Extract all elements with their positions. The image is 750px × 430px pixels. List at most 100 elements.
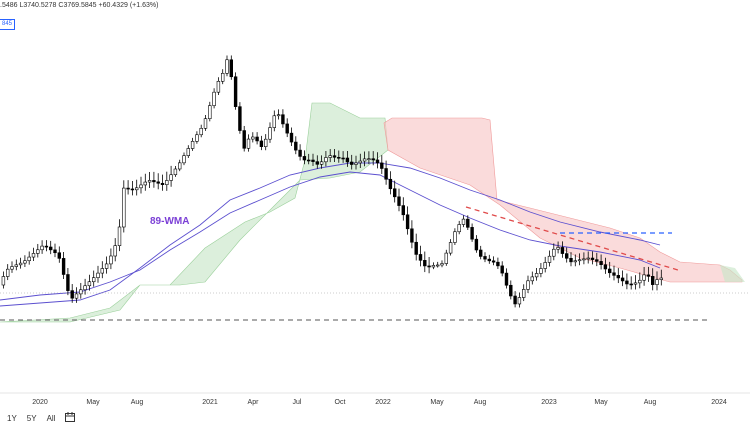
- candle-body: [534, 273, 539, 278]
- candle-body: [298, 149, 302, 157]
- x-tick-label: 2024: [711, 399, 727, 406]
- candle-body: [285, 123, 289, 134]
- candle-body: [586, 257, 590, 260]
- candle-body: [470, 227, 474, 240]
- candle-body: [332, 155, 337, 158]
- x-axis: 2020 May Aug 2021 Apr Jul Oct 2022 May Aug 2023 May…: [0, 392, 750, 406]
- candle-body: [40, 245, 44, 251]
- candle-body: [655, 279, 659, 285]
- candle-body: [160, 182, 165, 185]
- candle-body: [117, 226, 122, 246]
- candle-body: [504, 272, 509, 286]
- candle-body: [569, 257, 573, 263]
- candle-body: [491, 260, 496, 263]
- candle-body: [216, 80, 221, 93]
- candle-body: [113, 245, 117, 257]
- candle-body: [564, 253, 569, 259]
- x-tick-label: 2023: [541, 399, 557, 406]
- x-tick-label: Oct: [335, 399, 346, 406]
- x-tick-label: May: [594, 399, 608, 406]
- candle-body: [122, 187, 126, 228]
- candle-body: [263, 138, 268, 147]
- x-tick-label: Aug: [474, 399, 487, 406]
- candle-body: [156, 181, 160, 184]
- candle-body: [324, 157, 328, 163]
- candle-body: [27, 256, 31, 262]
- candle-body: [61, 258, 66, 275]
- candle-body: [384, 168, 388, 180]
- candle-body: [199, 128, 203, 136]
- candle-body: [646, 274, 651, 277]
- range-button-1y[interactable]: 1Y: [7, 413, 17, 423]
- candle-body: [229, 59, 233, 78]
- candle-body: [126, 187, 130, 190]
- candle-body: [607, 268, 612, 274]
- candle-body: [427, 265, 431, 268]
- wma-line-slow: [0, 171, 661, 301]
- kumo-bull-cloud-tail: [720, 265, 745, 282]
- ohlc-readout: .5486 L3740.5278 C3769.5845 +60.4329 (+1…: [0, 2, 159, 9]
- candle-body: [203, 118, 208, 129]
- candle-body: [496, 261, 500, 267]
- candle-body: [457, 224, 461, 233]
- candle-body: [143, 181, 147, 186]
- candle-body: [435, 264, 440, 267]
- candle-body: [423, 260, 427, 267]
- x-tick-label: 2020: [32, 399, 48, 406]
- x-tick-label: Jul: [293, 399, 302, 406]
- candle-body: [302, 156, 307, 161]
- range-selector: 1Y 5Y All: [0, 406, 750, 430]
- candle-body: [500, 265, 504, 274]
- candle-body: [74, 293, 79, 299]
- candle-body: [259, 140, 264, 147]
- candle-body: [311, 159, 315, 162]
- candle-body: [530, 276, 535, 282]
- range-button-all[interactable]: All: [46, 413, 56, 423]
- candle-body: [182, 155, 186, 164]
- candle-body: [79, 289, 83, 295]
- candle-body: [659, 277, 664, 280]
- candle-body: [410, 228, 414, 243]
- kumo-bear-cloud: [383, 117, 743, 283]
- candle-body: [526, 280, 530, 290]
- candle-body: [246, 138, 251, 149]
- candle-body: [233, 76, 238, 107]
- candle-body: [595, 259, 599, 262]
- candle-body: [104, 263, 109, 269]
- candle-body: [92, 277, 96, 283]
- range-button-5y[interactable]: 5Y: [26, 413, 37, 423]
- candle-body: [539, 268, 543, 274]
- indicator-lines: [0, 162, 661, 307]
- candle-body: [255, 136, 259, 142]
- candle-body: [186, 148, 190, 156]
- annotation-89-wma: 89-WMA: [150, 216, 189, 227]
- candle-body: [513, 295, 517, 305]
- candle-body: [294, 141, 298, 151]
- calendar-icon[interactable]: [65, 412, 76, 424]
- candle-body: [87, 281, 92, 287]
- candle-body: [57, 252, 62, 259]
- candle-body: [509, 284, 513, 297]
- candle-body: [371, 158, 375, 161]
- candle-body: [251, 136, 255, 140]
- x-tick-label: May: [86, 399, 100, 406]
- candle-body: [543, 262, 547, 269]
- candle-body: [349, 161, 354, 165]
- candle-body: [401, 205, 405, 216]
- candle-body: [109, 255, 113, 265]
- candle-body: [66, 274, 70, 291]
- candle-body: [556, 247, 560, 250]
- candle-body: [474, 238, 479, 251]
- candle-body: [306, 159, 311, 162]
- candle-body: [431, 265, 436, 268]
- candle-body: [152, 180, 156, 183]
- candle-body: [392, 188, 397, 198]
- candle-body: [440, 263, 444, 266]
- candle-body: [521, 289, 526, 298]
- horizontal-levels: [0, 206, 750, 321]
- candle-body: [208, 105, 212, 119]
- candle-body: [225, 59, 229, 74]
- candle-body: [31, 253, 36, 258]
- candle-body: [466, 218, 470, 228]
- candle-body: [453, 231, 457, 243]
